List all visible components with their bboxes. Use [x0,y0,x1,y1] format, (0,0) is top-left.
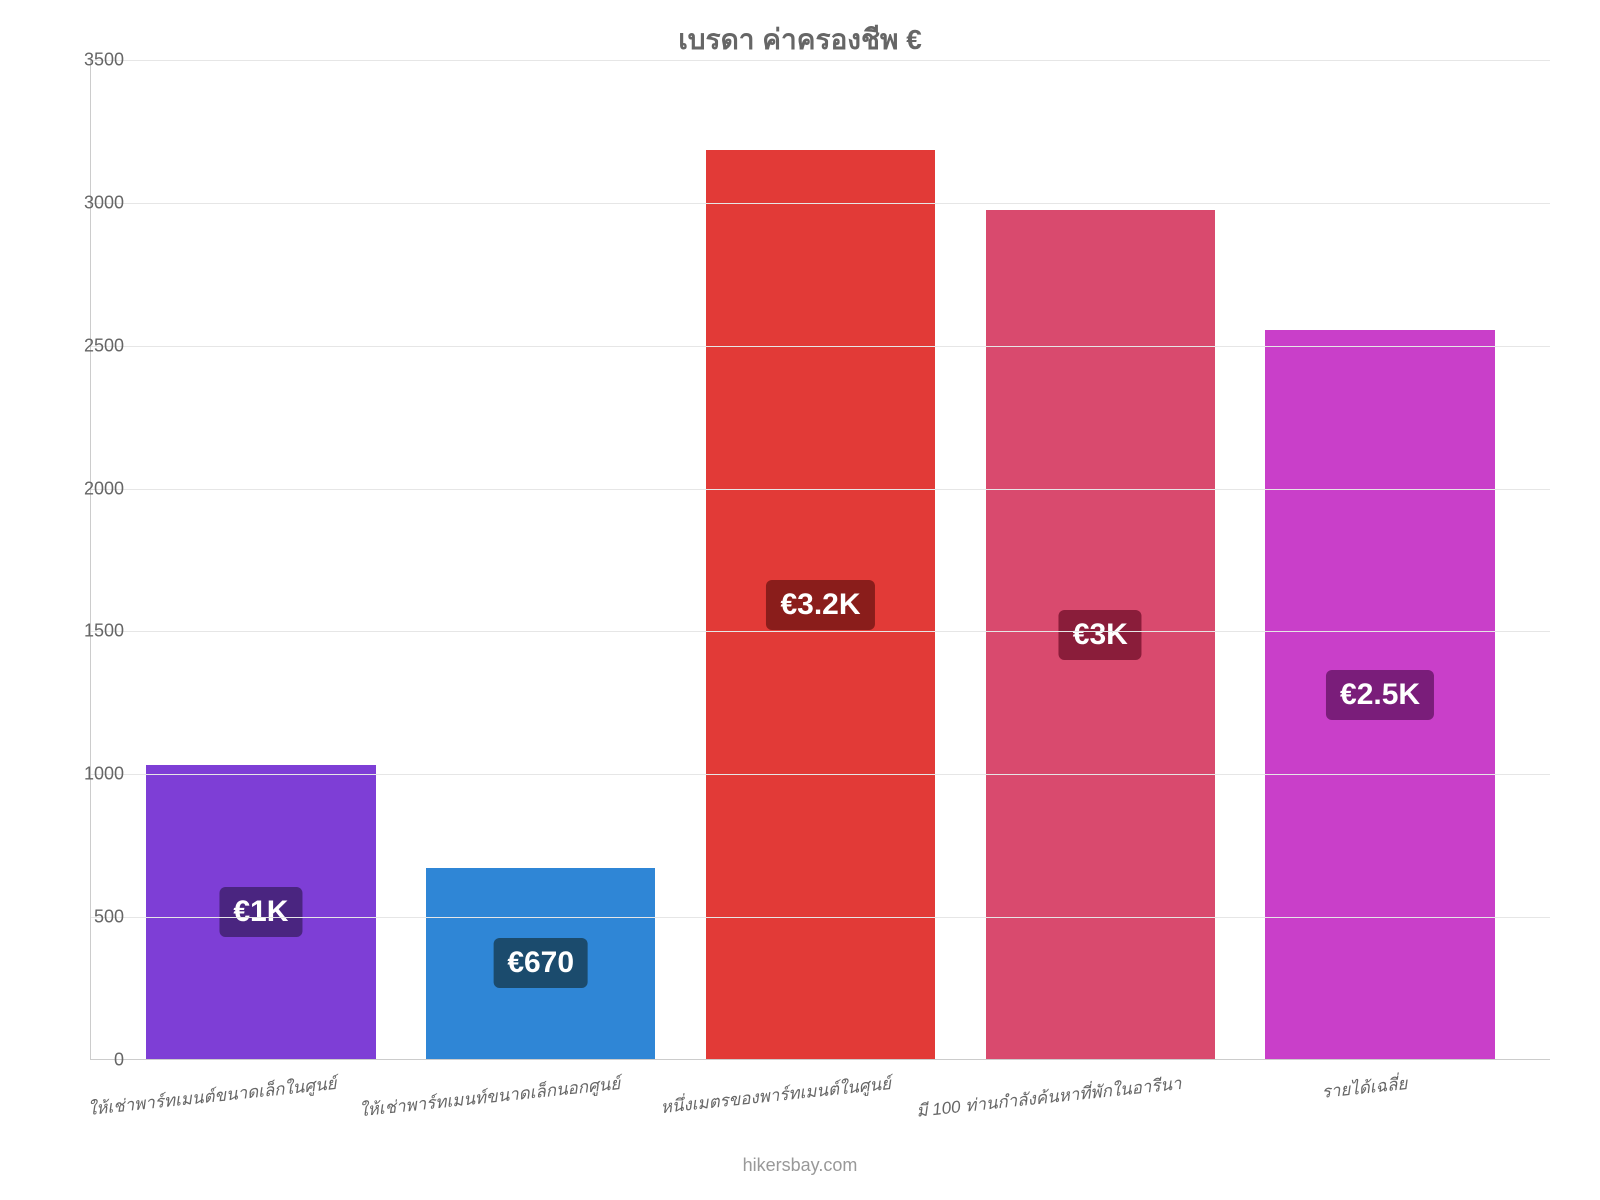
bar-value-label: €1K [219,887,302,937]
chart-container: เบรดา ค่าครองชีพ € €1K€670€3.2K€3K€2.5K … [0,0,1600,1200]
bar-value-label: €670 [493,938,588,988]
y-tick-label: 3500 [44,50,124,71]
bar-slot: €3K [960,60,1240,1059]
x-label-slot: มี 100 ท่านกำลังค้นหาที่พักในอารีนา [960,1060,1240,1140]
bar-slot: €2.5K [1240,60,1520,1059]
x-axis-labels: ให้เช่าพาร์ทเมนต์ขนาดเล็กในศูนย์ให้เช่าพ… [90,1060,1550,1140]
x-tick-label: หนึ่งเมตรของพาร์ทเมนต์ในศูนย์ [659,1070,892,1121]
gridline [91,60,1550,61]
x-tick-label: รายได้เฉลี่ย [1320,1070,1408,1106]
y-tick-label: 2000 [44,478,124,499]
bar-value-label: €3.2K [766,580,874,630]
gridline [91,346,1550,347]
bar: €3.2K [706,150,935,1059]
gridline [91,774,1550,775]
bars-group: €1K €670 €3.2K €3K €2.5K [91,60,1550,1059]
gridline [91,917,1550,918]
y-tick-label: 1500 [44,621,124,642]
y-tick-label: 1000 [44,764,124,785]
gridline [91,489,1550,490]
x-label-slot: รายได้เฉลี่ย [1240,1060,1520,1140]
x-label-slot: ให้เช่าพาร์ทเมนท์ขนาดเล็กนอกศูนย์ [400,1060,680,1140]
bar-slot: €3.2K [681,60,961,1059]
credit-text: hikersbay.com [0,1155,1600,1176]
gridline [91,203,1550,204]
x-tick-label: ให้เช่าพาร์ทเมนต์ขนาดเล็กในศูนย์ [86,1070,337,1123]
y-tick-label: 500 [44,907,124,928]
bar: €1K [146,765,375,1059]
bar: €2.5K [1265,330,1494,1059]
plot-area: €1K €670 €3.2K €3K €2.5K [90,60,1550,1060]
bar: €670 [426,868,655,1059]
bar-value-label: €3K [1059,610,1142,660]
bar: €3K [986,210,1215,1059]
gridline [91,631,1550,632]
chart-title: เบรดา ค่าครองชีพ € [0,18,1600,62]
bar-value-label: €2.5K [1326,670,1434,720]
bar-slot: €670 [401,60,681,1059]
bar-slot: €1K [121,60,401,1059]
y-tick-label: 3000 [44,192,124,213]
y-tick-label: 2500 [44,335,124,356]
